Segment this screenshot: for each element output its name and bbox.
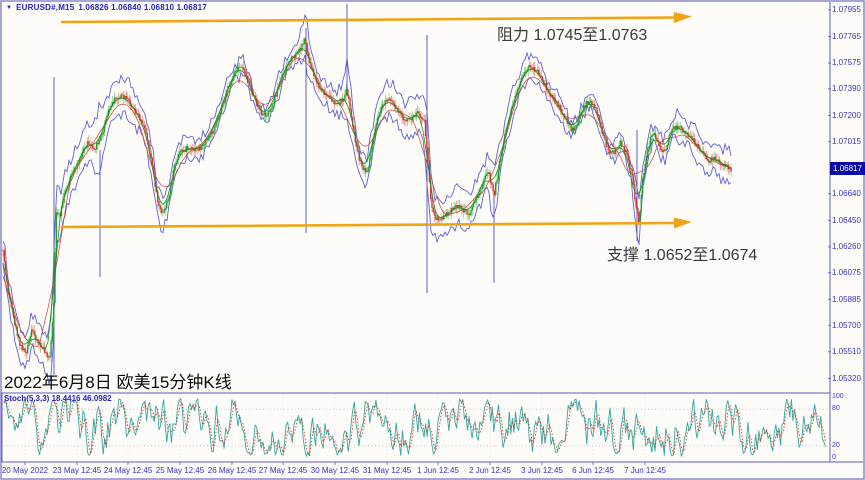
date-tick-label: 7 Jun 12:45 [624,466,666,475]
price-tick-label: 1.07015 [832,136,861,146]
date-tick-label: 30 May 12:45 [310,466,360,475]
collapse-panel-icon[interactable]: ▼ [6,4,13,11]
price-tick-label: 1.06640 [832,189,861,199]
chart-caption: 2022年6月8日 欧美15分钟K线 [4,373,232,392]
resistance-arrow [60,12,692,24]
date-tick-label: 25 May 12:45 [155,466,205,475]
support-annotation: 支撑 1.0652至1.0674 [607,247,758,264]
price-tick-label: 1.05510 [832,347,861,357]
price-tick-label: 1.06075 [832,268,861,278]
stoch-scale-label: 80 [832,405,840,412]
price-tick-label: 1.07390 [832,84,861,94]
stoch-scale-label: 20 [832,442,840,449]
date-tick-label: 23 May 12:45 [52,466,102,475]
price-tick-label: 1.05700 [832,320,861,330]
date-tick-label: 1 Jun 12:45 [417,466,459,475]
price-tick-label: 1.06260 [832,242,861,252]
stoch-scale-label: 100 [832,393,844,400]
ohlc-values: 1.06826 1.06840 1.06810 1.06817 [78,3,207,12]
price-tick-label: 1.06450 [832,215,861,225]
date-tick-label: 26 May 12:45 [207,466,257,475]
date-tick-label: 24 May 12:45 [103,466,153,475]
symbol-info-bar: ▼ EURUSD#,M15 1.06826 1.06840 1.06810 1.… [6,3,207,12]
price-tick-label: 1.07955 [832,5,861,15]
date-tick-label: 20 May 2022 [1,466,49,475]
date-tick-label: 27 May 12:45 [258,466,308,475]
stoch-scale-label: 0 [832,454,836,461]
current-price-box: 1.06817 [830,162,865,175]
resistance-annotation: 阻力 1.0745至1.0763 [497,27,648,44]
price-tick-label: 1.05320 [832,373,861,383]
price-tick-label: 1.07200 [832,110,861,120]
date-tick-label: 3 Jun 12:45 [521,466,563,475]
price-tick-label: 1.07765 [832,31,861,41]
symbol-label: EURUSD#,M15 [16,3,75,12]
date-tick-label: 2 Jun 12:45 [469,466,511,475]
price-tick-label: 1.07575 [832,58,861,68]
stochastic-indicator-label: Stoch(5,3,3) 18.4416 46.0982 [4,394,112,403]
date-tick-label: 31 May 12:45 [362,466,412,475]
price-tick-label: 1.05885 [832,294,861,304]
support-arrow [60,217,692,229]
date-tick-label: 6 Jun 12:45 [572,466,614,475]
